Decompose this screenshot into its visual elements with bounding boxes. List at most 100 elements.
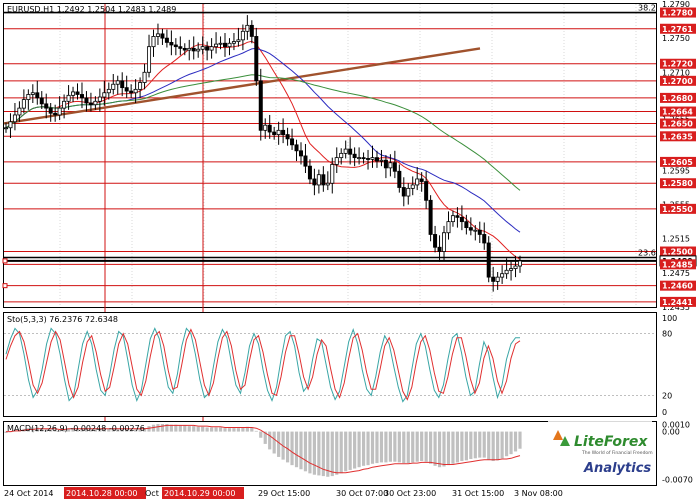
liteforex-logo: LiteForex The World of Financial Freedom… — [548, 418, 653, 480]
macd-bar — [263, 431, 267, 444]
macd-bar — [388, 431, 392, 462]
macd-bar — [147, 426, 151, 432]
candle-body — [111, 83, 116, 90]
candle-body — [495, 276, 500, 282]
candle-body — [518, 260, 523, 267]
macd-bar — [196, 426, 200, 432]
level-label-box — [660, 259, 696, 270]
level-label: 1.2650 — [662, 119, 693, 128]
macd-bar — [165, 424, 169, 432]
candle-body — [486, 242, 491, 278]
macd-bar — [66, 428, 71, 432]
candle-body — [97, 96, 102, 102]
macd-bar — [80, 428, 84, 432]
macd-bar — [424, 431, 428, 462]
level-label: 1.2460 — [662, 282, 693, 291]
macd-bar — [353, 431, 357, 469]
price-tick-label: 1.2595 — [662, 166, 690, 175]
macd-bar — [214, 427, 218, 432]
candle-body — [379, 159, 384, 162]
level-label-box — [660, 7, 696, 18]
candle-body — [383, 159, 388, 169]
macd-bar — [169, 424, 173, 432]
candle-body — [267, 124, 272, 133]
candle-body — [348, 148, 353, 155]
candle-body — [303, 155, 308, 167]
macd-bar — [44, 428, 48, 432]
candle-body — [75, 91, 80, 95]
macd-bar — [192, 426, 196, 432]
macd-bar — [518, 431, 522, 449]
price-marker — [2, 258, 8, 264]
stochastic-tick-label: 80 — [662, 330, 672, 339]
macd-bar — [53, 430, 57, 432]
macd-bar — [460, 431, 464, 462]
macd-bar — [236, 428, 241, 432]
candle-body — [209, 46, 214, 51]
macd-bar — [491, 431, 495, 462]
candle-body — [245, 24, 250, 32]
macd-bar — [303, 431, 308, 472]
level-label-box — [660, 296, 696, 307]
level-label: 1.2635 — [662, 132, 693, 141]
candle-body — [500, 273, 505, 278]
time-axis: 24 Oct 2014 2014.10.28 00:00 Oct 2014.10.29… — [4, 487, 563, 499]
candle-body — [124, 87, 129, 92]
candle-body — [106, 88, 111, 94]
macd-bar — [384, 431, 388, 463]
price-tick-label: 1.2475 — [662, 269, 690, 278]
macd-bar — [142, 428, 147, 432]
macd-bar — [330, 431, 334, 477]
macd-title: MACD(12,26,9) -0.00248 -0.00276 — [7, 424, 145, 433]
stochastic-title: Sto(5,3,3) 76.2376 72.6348 — [7, 315, 118, 324]
candle-body — [419, 178, 424, 182]
macd-bar — [370, 431, 375, 464]
level-label: 1.2780 — [662, 9, 693, 18]
price-tick-label: 1.2515 — [662, 235, 690, 244]
macd-bar — [160, 424, 165, 432]
candle-body — [298, 150, 303, 157]
candle-body — [173, 44, 178, 48]
macd-signal-line — [6, 424, 521, 474]
macd-bar — [348, 431, 352, 470]
macd-histogram — [4, 424, 522, 477]
macd-bar — [245, 426, 249, 432]
macd-bar — [98, 429, 102, 432]
macd-bar — [473, 431, 477, 459]
price-tick-label: 1.2790 — [662, 0, 690, 9]
candle-body — [352, 153, 357, 159]
candle-body — [115, 80, 120, 85]
stochastic-signal-line — [5, 328, 521, 401]
level-label: 1.2700 — [662, 77, 693, 86]
level-label-box — [660, 156, 696, 167]
candle-body — [388, 162, 393, 169]
macd-bar — [268, 431, 272, 450]
level-label-box — [660, 58, 696, 69]
macd-bar — [455, 431, 460, 463]
candle-body — [240, 30, 245, 41]
macd-bar — [93, 429, 97, 432]
candle-body — [428, 199, 433, 235]
time-tick-label: 2014.10.28 00:00 — [66, 489, 137, 498]
candle-body — [316, 174, 321, 186]
macd-bar — [482, 431, 486, 458]
candle-body — [473, 229, 478, 232]
candle-body — [120, 80, 125, 89]
candle-body — [361, 157, 366, 160]
macd-bar — [232, 428, 236, 432]
level-label: 1.2680 — [662, 94, 693, 103]
macd-bar — [285, 431, 290, 463]
candle-body — [21, 99, 26, 109]
macd-bar — [504, 431, 509, 457]
time-tick-label: 30 Oct 23:00 — [384, 489, 436, 498]
candle-body — [307, 165, 312, 180]
level-label: 1.2441 — [662, 298, 693, 307]
macd-bar — [223, 428, 227, 432]
candle-body — [53, 112, 58, 116]
macd-signal — [6, 424, 521, 474]
candle-body — [343, 148, 348, 154]
macd-bar — [429, 431, 433, 464]
stochastic-lines — [5, 327, 521, 403]
candle-body — [205, 46, 210, 51]
price-tick-label: 1.2435 — [662, 303, 690, 312]
